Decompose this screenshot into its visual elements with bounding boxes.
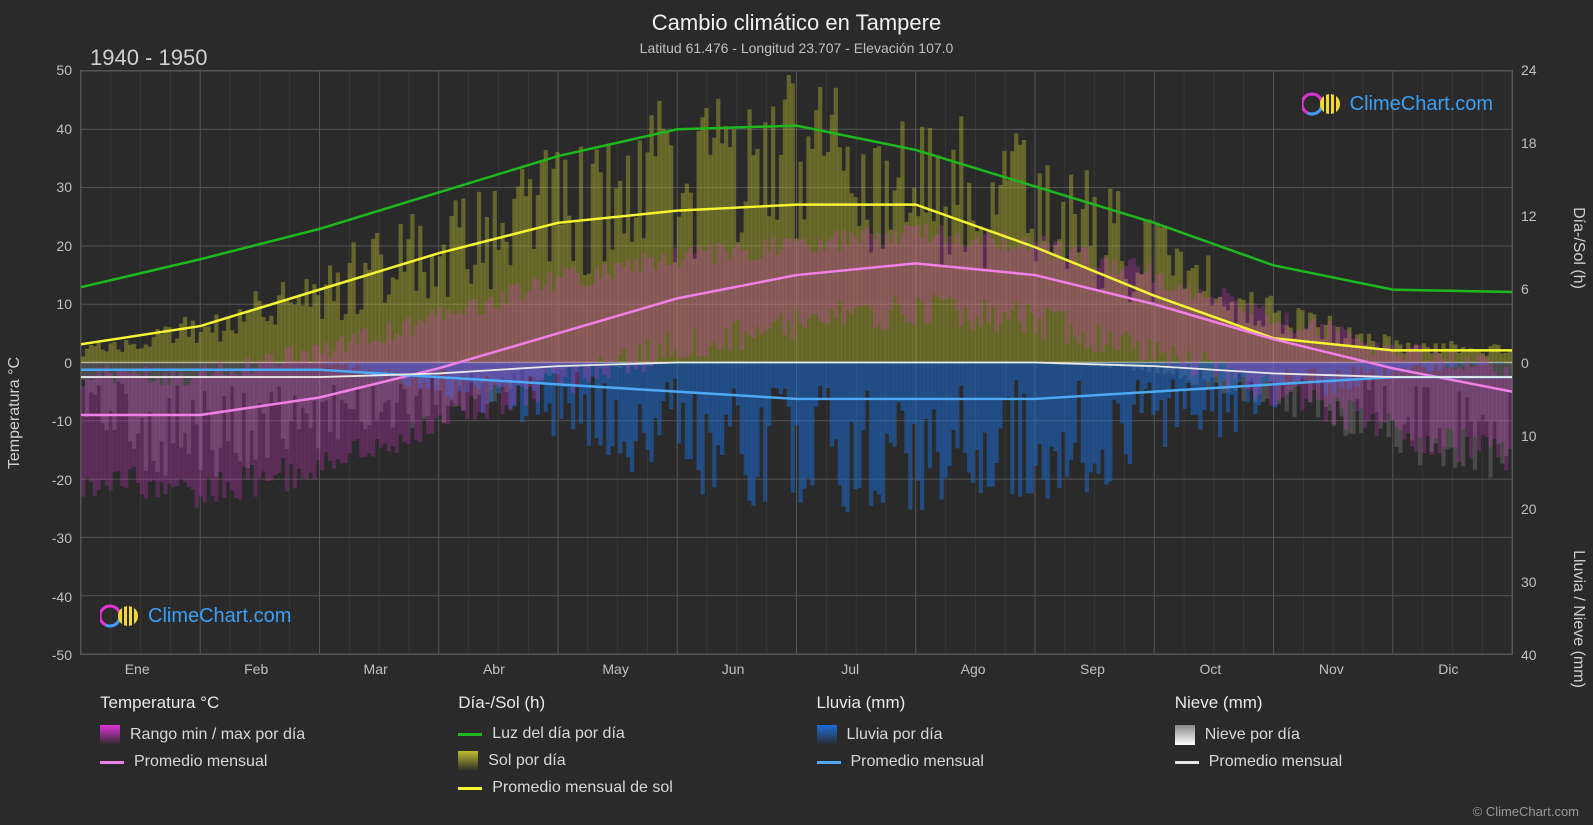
sun-swatch [458,751,478,771]
year-range: 1940 - 1950 [90,45,207,71]
chart-title: Cambio climático en Tampere [0,0,1593,36]
plot-area [80,70,1513,655]
x-tick: Ago [961,661,986,677]
daylight-line [458,733,482,736]
x-tick: Sep [1080,661,1105,677]
snow-avg-line [1175,761,1199,764]
legend-item: Rango min / max por día [100,725,438,745]
y-tick-left: -30 [52,530,72,546]
watermark-top: ClimeChart.com [1302,90,1493,118]
y-tick-right-bottom: 20 [1521,501,1537,517]
y-tick-right-top: 6 [1521,281,1529,297]
y-tick-left: 30 [56,179,72,195]
y-tick-right-bottom: 40 [1521,647,1537,663]
chart-container: Cambio climático en Tampere Latitud 61.4… [0,0,1593,825]
x-tick: May [602,661,628,677]
legend: Temperatura °C Rango min / max por día P… [100,693,1513,805]
x-tick: Mar [364,661,388,677]
y-tick-left: 0 [64,355,72,371]
legend-heading: Día-/Sol (h) [458,693,796,713]
y-tick-right-bottom: 10 [1521,428,1537,444]
legend-item: Sol por día [458,751,796,771]
snow-swatch [1175,725,1195,745]
y-tick-left: 10 [56,296,72,312]
x-tick: Nov [1319,661,1344,677]
legend-label: Luz del día por día [492,725,625,743]
legend-snow: Nieve (mm) Nieve por día Promedio mensua… [1175,693,1513,805]
y-tick-left: -10 [52,413,72,429]
legend-daysun: Día-/Sol (h) Luz del día por día Sol por… [458,693,796,805]
legend-item: Promedio mensual [817,753,1155,771]
legend-item: Promedio mensual [1175,753,1513,771]
temp-range-swatch [100,725,120,745]
chart-svg [81,71,1512,654]
legend-heading: Nieve (mm) [1175,693,1513,713]
y-tick-right-top: 0 [1521,355,1529,371]
y-tick-left: 40 [56,121,72,137]
watermark-text: ClimeChart.com [148,605,291,628]
y-axis-right-top-label: Día-/Sol (h) [1569,207,1587,289]
legend-item: Promedio mensual [100,753,438,771]
chart-subtitle: Latitud 61.476 - Longitud 23.707 - Eleva… [0,36,1593,56]
y-tick-right-bottom: 30 [1521,574,1537,590]
x-tick: Abr [483,661,505,677]
legend-rain: Lluvia (mm) Lluvia por día Promedio mens… [817,693,1155,805]
climechart-icon [100,602,140,630]
temp-avg-line [100,761,124,764]
legend-item: Nieve por día [1175,725,1513,745]
legend-heading: Temperatura °C [100,693,438,713]
legend-label: Promedio mensual de sol [492,779,673,797]
rain-avg-line [817,761,841,764]
legend-item: Luz del día por día [458,725,796,743]
x-tick: Ene [125,661,150,677]
legend-label: Sol por día [488,752,565,770]
legend-label: Lluvia por día [847,726,943,744]
legend-item: Lluvia por día [817,725,1155,745]
watermark-bottom: ClimeChart.com [100,602,291,630]
x-tick: Dic [1438,661,1458,677]
watermark-text: ClimeChart.com [1350,93,1493,116]
legend-heading: Lluvia (mm) [817,693,1155,713]
x-tick: Feb [244,661,268,677]
copyright: © ClimeChart.com [1473,804,1579,819]
sun-avg-line [458,787,482,790]
y-tick-left: -20 [52,472,72,488]
y-tick-left: 50 [56,62,72,78]
y-axis-right-bottom-label: Lluvia / Nieve (mm) [1569,550,1587,688]
legend-label: Promedio mensual [134,753,267,771]
x-tick: Jun [722,661,745,677]
y-tick-left: -40 [52,589,72,605]
y-tick-right-top: 18 [1521,135,1537,151]
legend-item: Promedio mensual de sol [458,779,796,797]
y-tick-right-top: 12 [1521,208,1537,224]
rain-swatch [817,725,837,745]
legend-label: Promedio mensual [851,753,984,771]
y-axis-left-label: Temperatura °C [6,356,24,468]
legend-temp: Temperatura °C Rango min / max por día P… [100,693,438,805]
legend-label: Nieve por día [1205,726,1300,744]
x-tick: Oct [1199,661,1221,677]
y-tick-right-top: 24 [1521,62,1537,78]
climechart-icon [1302,90,1342,118]
x-tick: Jul [841,661,859,677]
legend-label: Promedio mensual [1209,753,1342,771]
y-tick-left: 20 [56,238,72,254]
legend-label: Rango min / max por día [130,726,305,744]
y-tick-left: -50 [52,647,72,663]
